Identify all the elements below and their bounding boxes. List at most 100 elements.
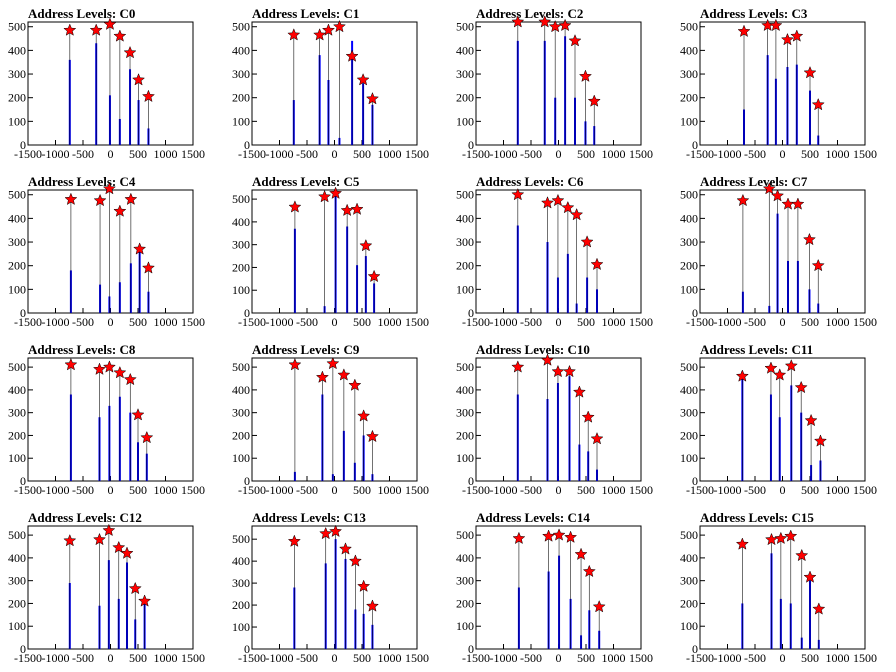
y-tick-label: 400 [680,551,698,565]
x-tick-label: -500 [296,651,318,665]
panel-2: Address Levels: C20100200300400500-1500-… [456,6,653,161]
y-tick-label: 0 [468,138,474,152]
x-tick-label: -1000 [490,147,518,161]
x-tick-label: -1000 [266,483,294,497]
y-tick-label: 500 [8,20,26,34]
x-tick-label: -500 [72,651,94,665]
panel-14: Address Levels: C14 0 100 200 300 400 500 -1500… [456,510,653,665]
peak-marker [764,361,778,374]
x-tick-label: -500 [520,315,542,329]
y-tick-label: 300 [232,576,250,590]
y-tick-label: 300 [680,67,698,81]
x-tick-label: -1000 [42,651,70,665]
panel-10: Address Levels: C10 0 100 200 300 400 500 -1500… [456,342,653,497]
peak-marker [580,235,594,248]
x-tick-label: -1000 [490,651,518,665]
y-tick-label: 400 [680,383,698,397]
peak-marker [64,192,78,206]
peak-marker [803,570,817,583]
y-tick-label: 100 [232,451,250,465]
x-tick-label: 500 [353,483,371,497]
x-tick-label: -500 [744,651,766,665]
peak-marker [132,73,146,86]
x-tick-label: 500 [801,651,819,665]
panel-title: Address Levels: C12 [28,510,142,525]
y-tick-label: 0 [244,474,250,488]
x-tick-label: 500 [353,651,371,665]
peak-marker [762,181,776,195]
y-tick-label: 0 [692,642,698,656]
x-tick-label: 1000 [154,147,178,161]
x-tick-label: 0 [108,651,114,665]
x-tick-label: -1000 [714,315,742,329]
panel-title: Address Levels: C9 [252,342,360,357]
y-tick-label: 100 [8,114,26,128]
y-tick-label: 0 [20,138,26,152]
x-tick-label: -1000 [42,315,70,329]
peak-marker [562,364,577,378]
x-tick-label: 0 [556,315,562,329]
x-tick-label: 0 [556,147,562,161]
panel-3: Address Levels: C30100200300400500-1500-… [680,6,877,161]
y-tick-label: 100 [232,114,250,128]
x-tick-label: -1500 [462,147,490,161]
panel-title: Address Levels: C1 [252,6,359,21]
panel-4: Address Levels: C40100200300400500-1500-… [8,174,205,329]
plot-frame [699,525,866,650]
peak-marker [113,29,127,42]
panel-title: Address Levels: C14 [476,510,590,525]
y-tick-label: 100 [456,619,474,633]
x-tick-label: -500 [744,483,766,497]
y-tick-label: 0 [468,642,474,656]
peak-marker [113,365,127,379]
y-tick-label: 300 [456,406,474,420]
y-tick-label: 400 [232,554,250,568]
y-tick-label: 400 [456,211,474,225]
peak-marker [365,599,379,612]
y-tick-label: 500 [456,528,474,542]
peak-marker [802,232,816,246]
x-tick-label: -1000 [42,483,70,497]
x-tick-label: -500 [744,315,766,329]
panel-title: Address Levels: C4 [28,174,136,189]
peak-marker [552,528,566,541]
x-tick-label: 500 [353,315,371,329]
peak-marker [288,357,302,371]
y-tick-label: 400 [680,211,698,225]
panel-title: Address Levels: C6 [476,174,584,189]
peak-marker [64,357,78,371]
y-tick-label: 200 [456,259,474,273]
plot-frame [27,357,194,482]
peak-marker [93,193,107,207]
peak-marker [345,49,359,62]
peak-marker [357,409,371,422]
peak-marker [329,186,343,199]
x-tick-label: -500 [520,147,542,161]
peak-marker [551,364,565,378]
peak-marker [92,532,107,546]
peak-marker [348,378,362,391]
x-tick-label: 0 [108,315,114,329]
peak-marker [329,524,343,538]
peak-marker [511,360,525,373]
panel-title: Address Levels: C3 [700,6,808,21]
peak-marker [581,410,595,423]
y-tick-label: 300 [232,67,250,81]
x-tick-label: -500 [72,147,94,161]
peak-marker [568,34,582,47]
x-tick-label: 1000 [378,147,402,161]
y-tick-label: 0 [468,306,474,320]
peak-marker [124,192,138,206]
x-tick-label: 500 [577,147,595,161]
plot-frame [251,357,418,482]
peak-marker [321,23,335,36]
x-tick-label: 1000 [826,147,850,161]
peak-marker [338,542,353,555]
peak-marker [63,23,77,36]
peak-marker [128,581,142,595]
panel-9: Address Levels: C90100200300400500-1500-… [232,342,429,497]
x-tick-label: 1500 [853,483,877,497]
x-tick-label: -1500 [686,483,714,497]
x-tick-label: 500 [577,483,595,497]
